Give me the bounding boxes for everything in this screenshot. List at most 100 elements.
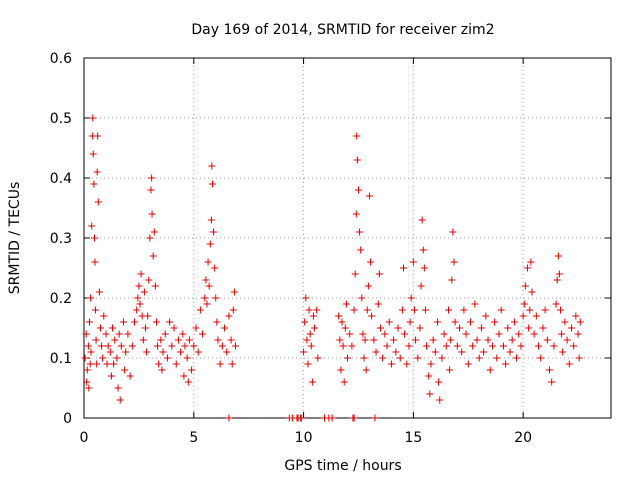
data-point	[116, 396, 124, 404]
data-point	[314, 354, 322, 362]
data-point	[365, 192, 373, 200]
data-point	[367, 258, 375, 266]
data-point	[81, 354, 89, 362]
data-point	[403, 360, 411, 368]
data-point	[488, 342, 496, 350]
data-point	[335, 312, 343, 320]
data-point	[82, 330, 90, 338]
data-point	[205, 282, 213, 290]
data-point	[221, 324, 229, 332]
plot-frame	[83, 57, 612, 419]
data-point	[561, 318, 569, 326]
data-point	[311, 324, 319, 332]
data-point	[477, 324, 485, 332]
data-point	[297, 414, 305, 422]
data-point	[519, 312, 527, 320]
y-tick-label: 0.1	[50, 351, 72, 367]
data-point	[576, 318, 584, 326]
data-point	[307, 342, 315, 350]
data-point	[303, 336, 311, 344]
data-point	[558, 330, 566, 338]
data-point	[524, 264, 532, 272]
data-point	[143, 348, 151, 356]
data-point	[396, 354, 404, 362]
data-point	[460, 306, 468, 314]
data-point	[407, 294, 415, 302]
y-tick-label: 0.2	[50, 291, 72, 307]
data-point	[526, 306, 534, 314]
data-point	[537, 354, 545, 362]
y-tick-label: 0.4	[50, 171, 72, 187]
data-point	[140, 288, 148, 296]
data-point	[471, 300, 479, 308]
data-point	[141, 324, 149, 332]
data-point	[554, 252, 562, 260]
data-point	[87, 294, 95, 302]
data-point	[375, 270, 383, 278]
data-point	[113, 354, 121, 362]
data-point	[409, 258, 417, 266]
data-point	[203, 300, 211, 308]
data-point	[567, 324, 575, 332]
data-point	[344, 354, 351, 362]
data-point	[180, 372, 188, 380]
data-point	[364, 282, 372, 290]
data-point	[305, 306, 313, 314]
data-point	[201, 294, 209, 302]
data-point	[455, 324, 463, 332]
data-point	[85, 318, 93, 326]
data-point	[513, 354, 521, 362]
data-point	[304, 360, 312, 368]
data-point	[166, 318, 174, 326]
data-point	[179, 330, 187, 338]
data-point	[521, 282, 529, 290]
data-point	[106, 348, 114, 356]
data-point	[495, 330, 503, 338]
data-point	[416, 324, 424, 332]
data-point	[418, 216, 426, 224]
data-point	[541, 306, 549, 314]
data-point	[527, 258, 535, 266]
x-tick-label: 20	[514, 430, 532, 446]
data-point	[154, 342, 162, 350]
data-point	[192, 324, 200, 332]
data-point	[473, 336, 481, 344]
data-point	[358, 294, 366, 302]
data-point	[102, 330, 110, 338]
data-point	[350, 414, 358, 422]
data-point	[163, 354, 171, 362]
data-point	[356, 228, 364, 236]
data-point	[572, 312, 580, 320]
data-point	[115, 330, 123, 338]
data-point	[135, 282, 143, 290]
data-point	[100, 312, 108, 320]
data-point	[136, 300, 144, 308]
data-point	[210, 228, 218, 236]
data-point	[543, 336, 551, 344]
data-point	[548, 378, 556, 386]
data-point	[346, 330, 354, 338]
data-point	[552, 300, 560, 308]
data-point	[110, 360, 118, 368]
data-point	[376, 324, 384, 332]
data-point	[451, 318, 459, 326]
data-point	[190, 342, 198, 350]
data-point	[300, 348, 308, 356]
data-point	[370, 336, 378, 344]
data-point	[120, 318, 128, 326]
data-point	[184, 378, 192, 386]
data-point	[350, 306, 358, 314]
data-point	[341, 324, 349, 332]
data-point	[360, 354, 368, 362]
data-point	[520, 300, 528, 308]
data-point	[381, 330, 389, 338]
data-point	[150, 228, 158, 236]
data-point	[103, 360, 111, 368]
data-point	[493, 354, 501, 362]
data-point	[435, 378, 443, 386]
data-point	[352, 210, 360, 218]
data-point	[185, 336, 193, 344]
data-point	[359, 330, 367, 338]
grid-lines	[84, 58, 611, 418]
data-point	[484, 336, 492, 344]
